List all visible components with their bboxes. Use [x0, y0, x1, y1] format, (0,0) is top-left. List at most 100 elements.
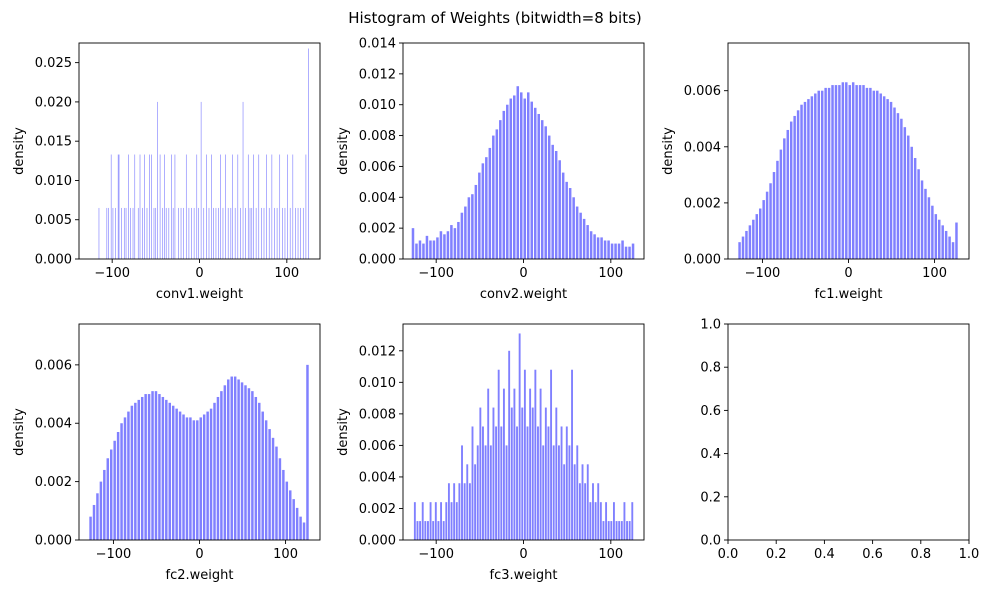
histogram-bar: [944, 230, 948, 259]
histogram-bar: [425, 235, 429, 259]
x-tick-label: 100: [273, 547, 298, 562]
histogram-bar: [783, 138, 786, 259]
histogram-bar: [134, 154, 136, 259]
histogram-bar: [249, 207, 251, 259]
histogram-bar: [855, 85, 858, 259]
histogram-bar: [168, 402, 171, 540]
subplot-5: −100 0 100 0.000 0.002 0.004 0.006 0.008 0.010 0.…: [336, 323, 645, 583]
histogram-bar: [180, 207, 182, 259]
y-tick-label: 0.004: [35, 417, 72, 432]
histogram-bar: [416, 521, 419, 540]
histogram-bar: [450, 502, 453, 540]
x-tick-label: 0.4: [814, 547, 835, 562]
histogram-bar: [110, 154, 112, 259]
histogram-bar: [218, 207, 219, 259]
histogram-bar: [597, 483, 600, 540]
y-tick-label: 0.008: [359, 407, 396, 422]
histogram-bar: [489, 445, 492, 540]
histogram-bar: [482, 426, 484, 540]
histogram-bar: [550, 369, 553, 540]
y-tick-label: 0.0: [700, 534, 721, 549]
histogram-bar: [268, 429, 271, 540]
histogram-bar: [151, 154, 152, 259]
histogram-bar: [506, 104, 509, 260]
histogram-bar: [258, 402, 261, 540]
histogram-bar: [586, 225, 589, 259]
histogram-bar: [144, 394, 147, 540]
y-tick-label: 0.008: [359, 129, 396, 144]
histogram-bar: [220, 154, 221, 259]
histogram-bar: [547, 135, 551, 259]
histogram-bar: [741, 236, 745, 259]
histogram-bar: [907, 135, 910, 259]
histogram-bar: [510, 407, 513, 540]
histogram-bar: [476, 445, 479, 540]
histogram-bar: [481, 163, 485, 259]
histogram-bar: [182, 414, 185, 540]
histogram-bar: [127, 411, 130, 540]
histogram-bar: [845, 82, 848, 260]
histogram-bar: [628, 521, 631, 540]
histogram-bar: [593, 234, 596, 259]
histogram-bar: [137, 207, 139, 259]
x-tick-label: 0: [195, 547, 203, 562]
subplot-4: −100 0 100 0.000 0.002 0.004 0.006 fc2.weight de…: [12, 323, 321, 583]
histogram-bar: [523, 98, 527, 259]
histogram-bar: [155, 207, 157, 259]
histogram-bar: [215, 207, 217, 259]
histogram-bar: [419, 521, 422, 540]
histogram-bar: [193, 207, 195, 259]
histogram-bar: [287, 154, 288, 259]
histogram-bar: [505, 445, 508, 540]
y-tick-label: 0.4: [700, 447, 721, 462]
histogram-bar: [140, 396, 144, 540]
y-tick-label: 0.000: [359, 534, 396, 549]
y-tick-label: 0.012: [359, 344, 396, 359]
subplot-3: −100 0 100 0.000 0.002 0.004 0.006 fc1.weight de…: [661, 42, 970, 302]
histogram-bar: [913, 158, 917, 259]
x-tick-label: 100: [598, 266, 623, 281]
x-axis-label: fc1.weight: [815, 287, 883, 302]
histogram-bar: [500, 426, 503, 540]
histogram-bar: [299, 516, 302, 540]
histogram-bar: [779, 149, 783, 259]
histogram-bar: [555, 407, 558, 540]
histogram-bar: [499, 120, 502, 259]
histogram-bar: [292, 154, 294, 259]
histogram-bar: [872, 90, 876, 259]
histogram-bar: [213, 207, 214, 259]
histogram-bar: [308, 48, 309, 259]
axes-frame: [727, 323, 970, 541]
y-tick-label: 1.0: [700, 318, 721, 333]
histogram-bar: [157, 101, 158, 259]
histogram-bar: [185, 154, 187, 259]
y-tick-label: 0.000: [684, 253, 721, 268]
histogram-bar: [521, 407, 524, 540]
histogram-bar: [879, 93, 882, 260]
histogram-bar: [492, 407, 495, 540]
x-tick-label: 0.6: [862, 547, 883, 562]
y-tick-label: 0.010: [35, 174, 72, 189]
histogram-bar: [594, 502, 597, 540]
histogram-bar: [534, 369, 537, 540]
x-tick-label: −100: [745, 266, 781, 281]
histogram-bar: [466, 464, 469, 540]
histogram-bar: [869, 87, 872, 259]
histogram-bar: [938, 219, 941, 259]
histogram-bar: [424, 521, 427, 540]
histogram-bar: [209, 408, 213, 540]
histogram-bar: [171, 154, 172, 259]
histogram-bar: [631, 243, 635, 259]
histogram-bar: [461, 445, 463, 540]
histogram-bar: [542, 445, 545, 540]
histogram-bar: [261, 207, 262, 259]
histogram-bar: [610, 521, 613, 540]
histogram-bar: [820, 90, 824, 259]
y-tick-label: 0.002: [359, 222, 396, 237]
histogram-bar: [192, 420, 196, 540]
histogram-bar: [113, 440, 116, 540]
histogram-bar: [276, 207, 278, 259]
histogram-bar: [240, 207, 241, 259]
y-tick-label: 0.010: [359, 98, 396, 113]
